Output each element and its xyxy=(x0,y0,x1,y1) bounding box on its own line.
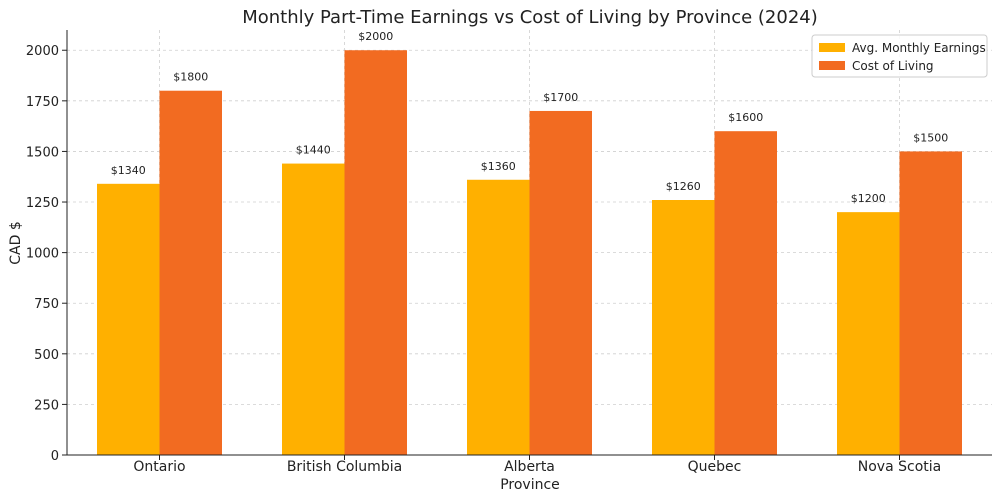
data-label: $1600 xyxy=(728,111,763,124)
chart-title: Monthly Part-Time Earnings vs Cost of Li… xyxy=(242,7,818,28)
bar-earnings xyxy=(467,179,530,455)
data-label: $2000 xyxy=(358,30,393,43)
x-tick-label: Alberta xyxy=(504,459,555,475)
data-label: $1200 xyxy=(851,192,886,205)
bar-earnings xyxy=(97,183,160,456)
y-tick-label: 250 xyxy=(34,398,59,413)
y-tick-label: 2000 xyxy=(26,44,59,59)
y-axis-label: CAD $ xyxy=(8,221,24,265)
data-label: $1360 xyxy=(481,160,516,173)
data-label: $1500 xyxy=(913,131,948,144)
axes: 0 250 500 750 1000 1250 1500 1750 2000 Ontario Bri… xyxy=(26,30,992,475)
y-tick-label: 0 xyxy=(51,449,59,464)
x-tick-label: British Columbia xyxy=(287,459,402,475)
x-axis-label: Province xyxy=(500,477,560,493)
legend-box xyxy=(811,34,988,78)
legend-swatch xyxy=(819,43,845,52)
x-tick-label: Nova Scotia xyxy=(858,459,941,475)
legend-label: Cost of Living xyxy=(852,59,934,73)
bar-earnings xyxy=(282,163,345,456)
data-labels: $1340 $1440 $1360 $1260 $1200 $1800 $2000 $1700… xyxy=(111,30,949,205)
bar-cost-of-living xyxy=(714,131,777,455)
y-tick-label: 1000 xyxy=(26,247,59,262)
data-label: $1260 xyxy=(666,180,701,193)
bar-earnings xyxy=(652,200,715,455)
data-label: $1340 xyxy=(111,164,146,177)
x-tick-label: Quebec xyxy=(688,459,742,475)
y-tick-label: 1750 xyxy=(26,95,59,110)
y-tick-label: 750 xyxy=(34,297,59,312)
y-tick-label: 1500 xyxy=(26,145,59,160)
y-tick-label: 1250 xyxy=(26,196,59,211)
legend-label: Avg. Monthly Earnings xyxy=(852,41,986,55)
bar-cost-of-living xyxy=(529,110,592,455)
bar-cost-of-living xyxy=(899,151,962,455)
data-label: $1700 xyxy=(543,91,578,104)
bars xyxy=(97,50,962,456)
bar-cost-of-living xyxy=(344,50,407,455)
bar-cost-of-living xyxy=(159,90,222,455)
bar-earnings xyxy=(837,212,900,455)
legend-swatch xyxy=(819,61,845,70)
legend: Avg. Monthly Earnings Cost of Living xyxy=(811,34,988,78)
data-label: $1440 xyxy=(296,144,331,157)
data-label: $1800 xyxy=(173,71,208,84)
x-tick-label: Ontario xyxy=(133,459,185,475)
y-tick-label: 500 xyxy=(34,348,59,363)
